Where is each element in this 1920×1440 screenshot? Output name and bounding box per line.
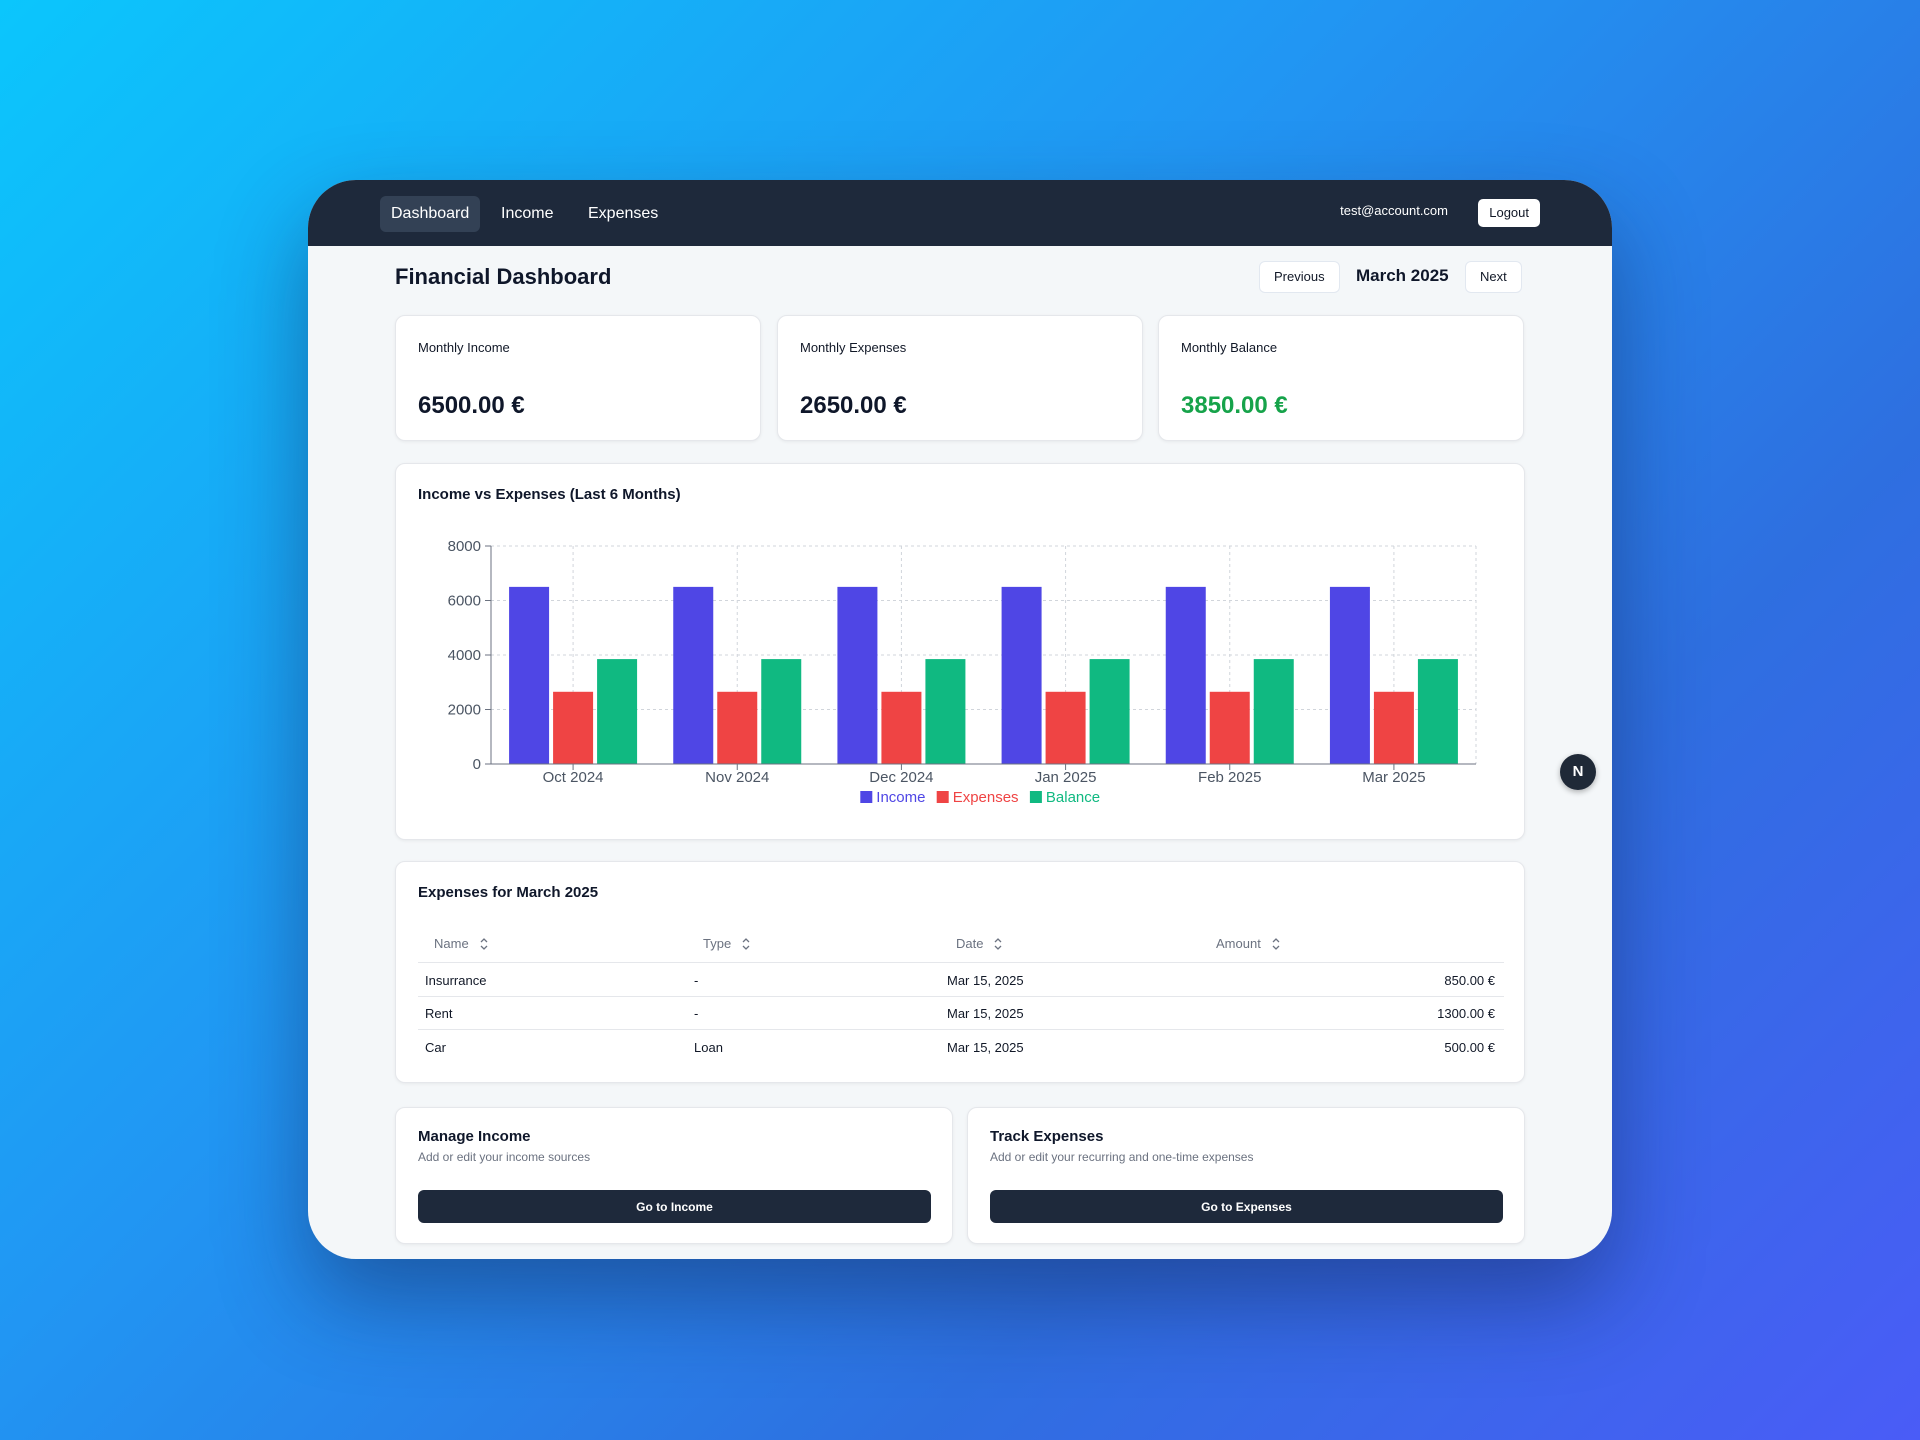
bar-income-4 <box>1165 586 1206 764</box>
bar-balance-3 <box>1089 659 1130 764</box>
x-tick-label: Dec 2024 <box>869 769 933 786</box>
cell-type: - <box>694 1006 699 1021</box>
cell-date: Mar 15, 2025 <box>947 973 1024 988</box>
cell-date: Mar 15, 2025 <box>947 1040 1024 1055</box>
page-title: Financial Dashboard <box>395 264 612 289</box>
bar-balance-1 <box>761 659 802 764</box>
go-to-income-button[interactable]: Go to Income <box>418 1190 931 1223</box>
y-tick-label: 4000 <box>448 647 481 664</box>
column-header-date[interactable]: Date <box>956 936 1003 951</box>
income-expenses-chart: 0 2000 4000 6000 8000 Oct 2024 Nov 2024 Dec 202… <box>448 538 1477 806</box>
x-tick-label: Mar 2025 <box>1362 769 1425 786</box>
legend-label-income: Income <box>876 789 925 806</box>
column-header-date-label: Date <box>956 936 984 951</box>
bar-income-5 <box>1329 586 1370 764</box>
cell-type: Loan <box>694 1040 723 1055</box>
income-summary-label: Monthly Income <box>418 340 510 355</box>
column-header-name[interactable]: Name <box>434 936 489 951</box>
legend-label-balance: Balance <box>1046 789 1100 806</box>
balance-summary-label: Monthly Balance <box>1181 340 1278 355</box>
expenses-summary-label: Monthly Expenses <box>800 340 907 355</box>
sort-icon <box>995 937 1002 950</box>
sort-icon <box>1272 937 1280 950</box>
manage-income-title: Manage Income <box>418 1128 531 1145</box>
expenses-table-card: Expenses for March 2025 Name Type Date A… <box>395 861 1525 1083</box>
manage-income-card: Manage Income Add or edit your income so… <box>395 1107 953 1244</box>
bar-income-3 <box>1001 586 1042 764</box>
table-divider <box>418 962 1504 963</box>
cell-amount: 500.00 € <box>1444 1040 1495 1055</box>
bar-expenses-5 <box>1373 691 1414 764</box>
nav-expenses[interactable]: Expenses <box>588 205 659 222</box>
bar-balance-5 <box>1417 659 1458 764</box>
column-header-type-label: Type <box>703 936 732 951</box>
y-tick-label: 6000 <box>448 593 481 610</box>
cell-name: Insurrance <box>425 973 487 988</box>
track-expenses-title: Track Expenses <box>990 1128 1104 1145</box>
chart-card: Income vs Expenses (Last 6 Months) 0 2000… <box>395 463 1525 840</box>
nav-income[interactable]: Income <box>501 205 554 222</box>
sort-icon <box>742 937 750 950</box>
nav-dashboard[interactable]: Dashboard <box>380 196 481 232</box>
current-month: March 2025 <box>1356 266 1449 285</box>
previous-month-button[interactable]: Previous <box>1259 261 1340 293</box>
bar-expenses-0 <box>553 691 594 764</box>
bar-income-1 <box>673 586 714 764</box>
income-summary-value: 6500.00 € <box>418 392 525 419</box>
table-divider <box>418 996 1504 997</box>
legend-swatch-income <box>860 791 873 803</box>
x-tick-label: Jan 2025 <box>1035 769 1097 786</box>
cell-amount: 1300.00 € <box>1437 1006 1495 1021</box>
chart-title: Income vs Expenses (Last 6 Months) <box>418 486 681 503</box>
y-tick-label: 0 <box>473 756 481 773</box>
x-tick-label: Nov 2024 <box>705 769 769 786</box>
cell-name: Car <box>425 1040 446 1055</box>
go-to-expenses-button[interactable]: Go to Expenses <box>990 1190 1503 1223</box>
table-divider <box>418 1029 1504 1030</box>
x-tick-label: Oct 2024 <box>543 769 604 786</box>
legend-swatch-expenses <box>936 791 949 803</box>
bar-income-0 <box>509 586 550 764</box>
bar-balance-0 <box>597 659 638 764</box>
track-expenses-description: Add or edit your recurring and one-time … <box>990 1150 1254 1164</box>
bar-expenses-1 <box>717 691 758 764</box>
income-summary-card: Monthly Income 6500.00 € <box>395 315 761 441</box>
bar-balance-2 <box>925 659 966 764</box>
balance-summary-value: 3850.00 € <box>1181 392 1288 419</box>
legend-label-expenses: Expenses <box>953 789 1019 806</box>
bar-balance-4 <box>1253 659 1294 764</box>
expenses-summary-card: Monthly Expenses 2650.00 € <box>777 315 1143 441</box>
y-tick-label: 2000 <box>448 702 481 719</box>
sort-icon <box>480 937 488 950</box>
legend-swatch-balance <box>1029 791 1042 803</box>
user-email: test@account.com <box>1340 203 1448 218</box>
cell-type: - <box>694 973 699 988</box>
logout-button[interactable]: Logout <box>1478 199 1540 227</box>
nextjs-dev-badge[interactable]: N <box>1560 754 1596 790</box>
balance-summary-card: Monthly Balance 3850.00 € <box>1158 315 1524 441</box>
column-header-amount-label: Amount <box>1216 936 1261 951</box>
app-window: Dashboard Income Expenses test@account.c… <box>308 180 1612 1259</box>
top-navbar: Dashboard Income Expenses test@account.c… <box>308 180 1612 246</box>
column-header-amount[interactable]: Amount <box>1216 936 1281 951</box>
cell-name: Rent <box>425 1006 453 1021</box>
x-tick-label: Feb 2025 <box>1198 769 1261 786</box>
column-header-name-label: Name <box>434 936 469 951</box>
bar-expenses-2 <box>881 691 922 764</box>
track-expenses-card: Track Expenses Add or edit your recurrin… <box>967 1107 1525 1244</box>
bar-expenses-3 <box>1045 691 1086 764</box>
cell-date: Mar 15, 2025 <box>947 1006 1024 1021</box>
bar-expenses-4 <box>1209 691 1250 764</box>
next-month-button[interactable]: Next <box>1465 261 1522 293</box>
cell-amount: 850.00 € <box>1444 973 1495 988</box>
expenses-table-title: Expenses for March 2025 <box>418 884 599 901</box>
expenses-summary-value: 2650.00 € <box>800 392 907 419</box>
column-header-type[interactable]: Type <box>703 936 751 951</box>
bar-income-2 <box>837 586 878 764</box>
y-tick-label: 8000 <box>448 538 481 555</box>
manage-income-description: Add or edit your income sources <box>418 1150 591 1164</box>
